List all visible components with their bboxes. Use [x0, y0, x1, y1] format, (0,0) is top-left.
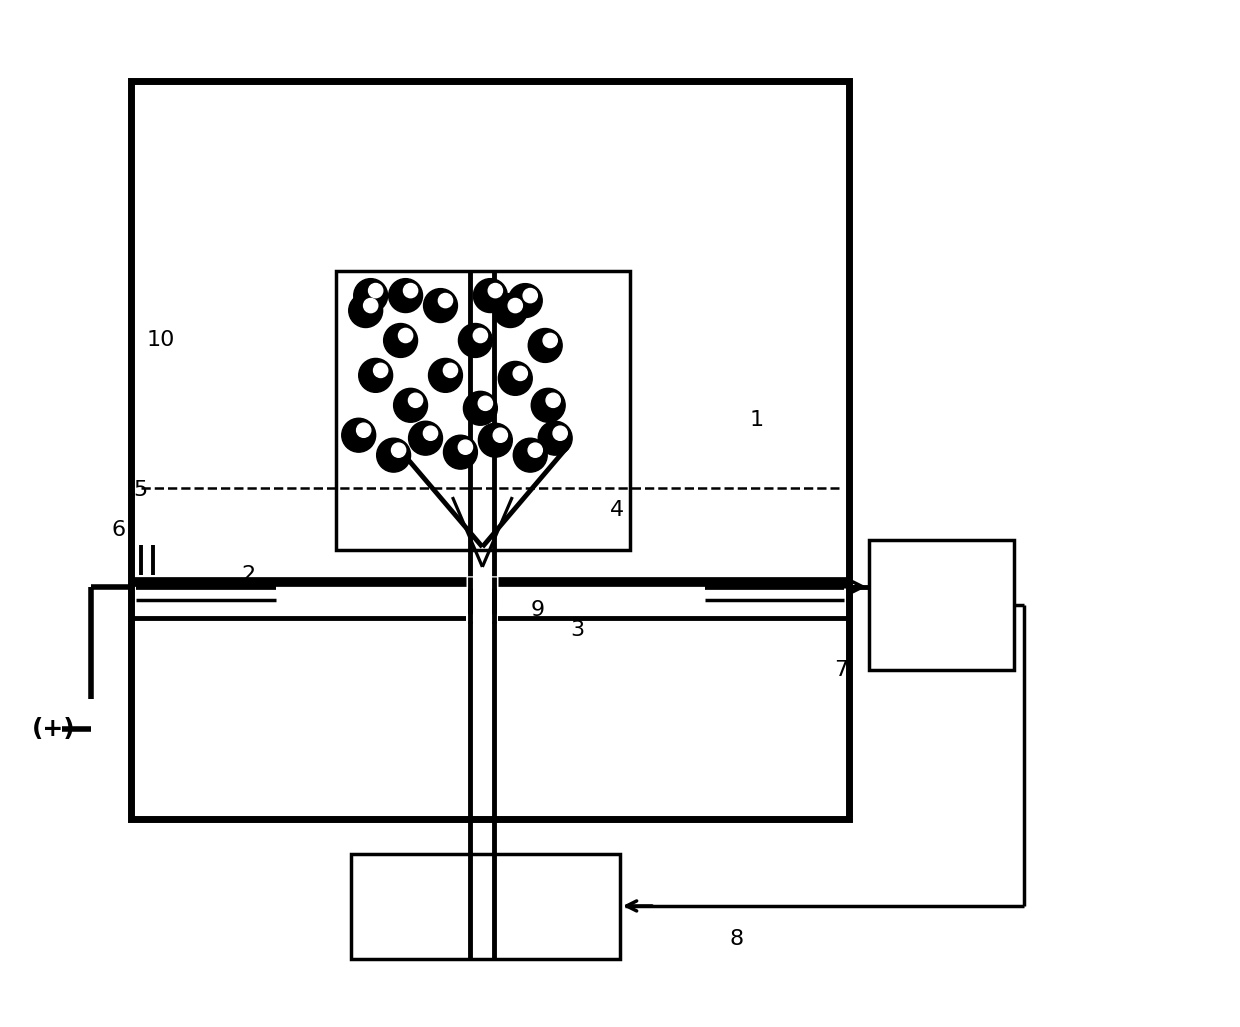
Text: 6: 6: [112, 520, 125, 540]
Circle shape: [444, 364, 458, 378]
Circle shape: [508, 283, 542, 317]
Circle shape: [368, 283, 383, 298]
Text: 4: 4: [610, 500, 624, 520]
Text: (+): (+): [31, 718, 76, 741]
Circle shape: [464, 391, 497, 425]
Circle shape: [543, 334, 557, 347]
Circle shape: [494, 428, 507, 443]
Text: 3: 3: [570, 619, 584, 640]
Circle shape: [424, 289, 458, 322]
Circle shape: [531, 388, 565, 422]
Text: 8: 8: [729, 928, 744, 949]
Circle shape: [392, 443, 405, 457]
Circle shape: [439, 294, 453, 308]
Text: 7: 7: [835, 659, 848, 680]
Circle shape: [348, 294, 383, 328]
Circle shape: [383, 324, 418, 357]
Circle shape: [546, 393, 560, 408]
Circle shape: [388, 278, 423, 312]
Circle shape: [353, 278, 388, 312]
Circle shape: [423, 426, 438, 441]
Circle shape: [377, 439, 410, 472]
Bar: [336, 271, 630, 549]
Circle shape: [489, 283, 502, 298]
Circle shape: [444, 435, 477, 469]
Circle shape: [523, 289, 537, 303]
Circle shape: [429, 358, 463, 392]
Circle shape: [459, 324, 492, 357]
Bar: [351, 854, 620, 959]
Circle shape: [459, 440, 472, 454]
Circle shape: [373, 364, 388, 378]
Circle shape: [508, 299, 522, 312]
Circle shape: [342, 418, 376, 452]
Text: 1: 1: [750, 410, 764, 430]
Circle shape: [357, 423, 371, 438]
Circle shape: [403, 283, 418, 298]
Circle shape: [553, 426, 567, 441]
Circle shape: [538, 421, 572, 455]
Circle shape: [479, 423, 512, 457]
Circle shape: [498, 362, 532, 395]
Circle shape: [363, 299, 378, 312]
Circle shape: [474, 278, 507, 312]
Circle shape: [513, 367, 527, 380]
Text: 9: 9: [531, 600, 544, 619]
Circle shape: [408, 421, 443, 455]
Circle shape: [513, 439, 547, 472]
Circle shape: [494, 294, 527, 328]
Circle shape: [398, 329, 413, 343]
Circle shape: [408, 393, 423, 408]
Text: 2: 2: [241, 565, 255, 584]
Circle shape: [528, 443, 542, 457]
Circle shape: [474, 329, 487, 343]
Circle shape: [358, 358, 393, 392]
Bar: [131, 81, 849, 820]
Circle shape: [393, 388, 428, 422]
Bar: [869, 540, 1014, 670]
Circle shape: [528, 329, 562, 363]
Text: 10: 10: [146, 331, 175, 350]
Text: 5: 5: [134, 480, 148, 500]
Circle shape: [479, 396, 492, 411]
